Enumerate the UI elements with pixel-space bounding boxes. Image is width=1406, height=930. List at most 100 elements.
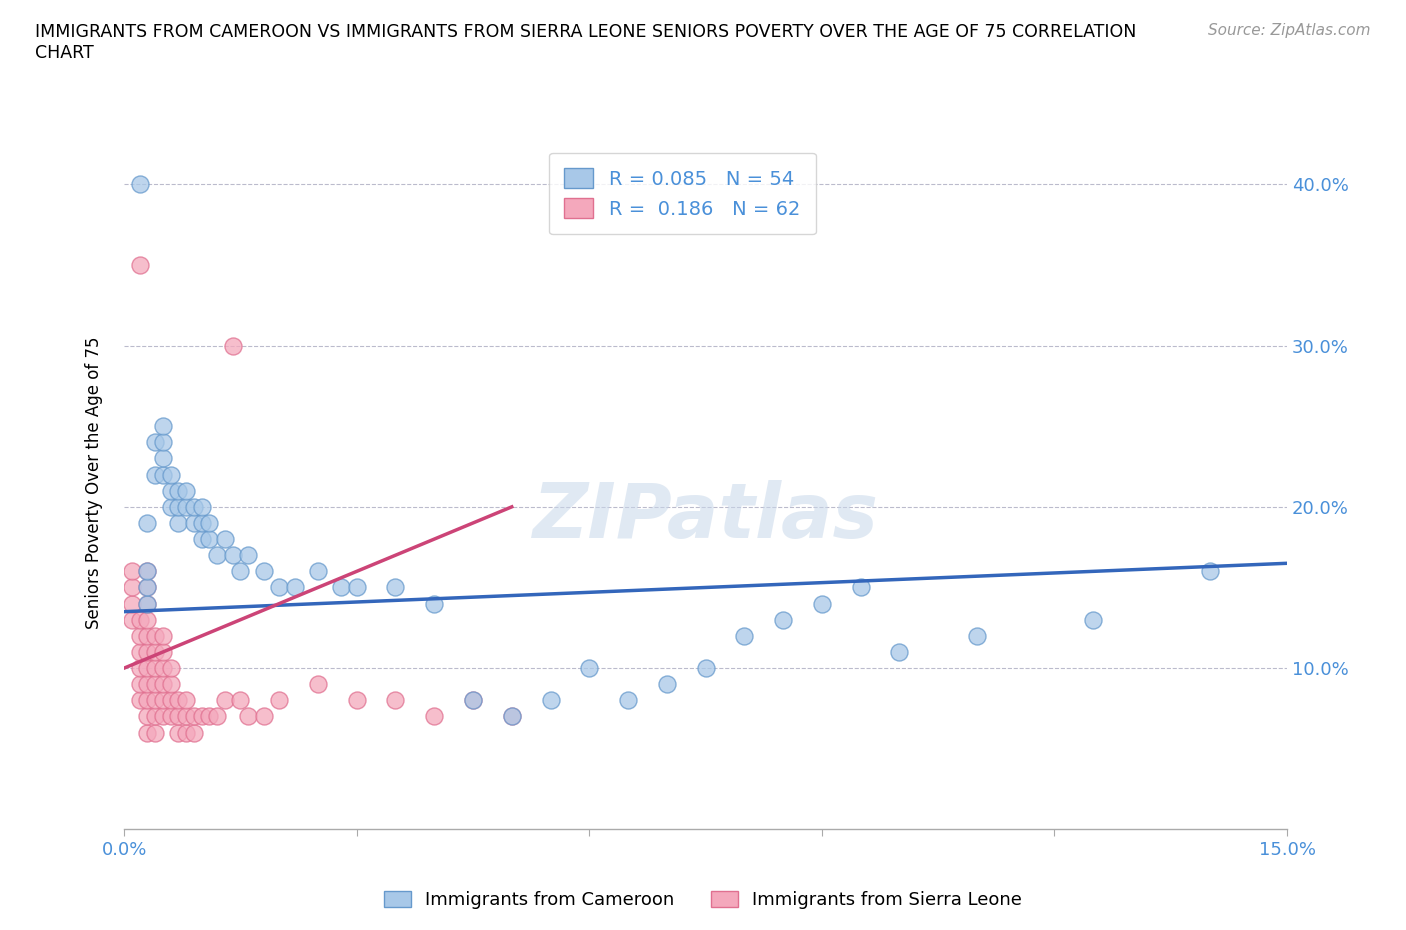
Point [136, 596, 159, 611]
Point [159, 499, 181, 514]
Point [152, 629, 174, 644]
Point [190, 532, 212, 547]
Point [143, 725, 166, 740]
Point [284, 580, 307, 595]
Point [190, 515, 212, 530]
Point [307, 564, 329, 578]
Point [221, 339, 243, 353]
Point [205, 548, 228, 563]
Point [121, 564, 143, 578]
Point [136, 515, 159, 530]
Point [121, 580, 143, 595]
Point [617, 693, 640, 708]
Point [143, 435, 166, 450]
Point [384, 693, 406, 708]
Point [167, 725, 190, 740]
Point [198, 532, 221, 547]
Point [143, 660, 166, 675]
Point [238, 709, 260, 724]
Point [143, 709, 166, 724]
Point [159, 693, 181, 708]
Point [159, 660, 181, 675]
Point [198, 515, 221, 530]
Point [136, 596, 159, 611]
Point [152, 644, 174, 659]
Y-axis label: Seniors Poverty Over the Age of 75: Seniors Poverty Over the Age of 75 [86, 337, 103, 629]
Point [183, 709, 205, 724]
Point [190, 499, 212, 514]
Point [136, 644, 159, 659]
Point [849, 580, 872, 595]
Point [174, 725, 197, 740]
Point [136, 612, 159, 627]
Point [183, 725, 205, 740]
Point [143, 467, 166, 482]
Point [253, 709, 276, 724]
Point [578, 660, 600, 675]
Point [811, 596, 834, 611]
Point [143, 677, 166, 692]
Point [221, 548, 243, 563]
Point [655, 677, 678, 692]
Point [159, 467, 181, 482]
Point [253, 564, 276, 578]
Point [269, 693, 291, 708]
Point [198, 709, 221, 724]
Point [136, 564, 159, 578]
Point [307, 677, 329, 692]
Point [346, 580, 368, 595]
Point [128, 693, 150, 708]
Point [501, 709, 523, 724]
Point [136, 660, 159, 675]
Point [143, 629, 166, 644]
Point [143, 644, 166, 659]
Point [461, 693, 484, 708]
Text: Source: ZipAtlas.com: Source: ZipAtlas.com [1208, 23, 1371, 38]
Point [695, 660, 717, 675]
Point [889, 644, 911, 659]
Text: ZIPatlas: ZIPatlas [533, 480, 879, 554]
Point [128, 660, 150, 675]
Point [205, 709, 228, 724]
Point [183, 515, 205, 530]
Point [121, 596, 143, 611]
Point [136, 564, 159, 578]
Point [229, 693, 252, 708]
Point [229, 564, 252, 578]
Point [152, 709, 174, 724]
Point [167, 499, 190, 514]
Point [214, 693, 236, 708]
Point [966, 629, 988, 644]
Point [136, 580, 159, 595]
Text: IMMIGRANTS FROM CAMEROON VS IMMIGRANTS FROM SIERRA LEONE SENIORS POVERTY OVER TH: IMMIGRANTS FROM CAMEROON VS IMMIGRANTS F… [35, 23, 1136, 62]
Point [174, 484, 197, 498]
Point [733, 629, 755, 644]
Point [136, 677, 159, 692]
Point [167, 484, 190, 498]
Point [128, 612, 150, 627]
Point [152, 693, 174, 708]
Point [190, 709, 212, 724]
Point [346, 693, 368, 708]
Point [423, 596, 446, 611]
Point [183, 499, 205, 514]
Point [384, 580, 406, 595]
Point [423, 709, 446, 724]
Point [1083, 612, 1105, 627]
Point [159, 709, 181, 724]
Point [152, 467, 174, 482]
Point [330, 580, 353, 595]
Point [461, 693, 484, 708]
Point [238, 548, 260, 563]
Point [128, 677, 150, 692]
Point [128, 629, 150, 644]
Point [136, 580, 159, 595]
Point [167, 693, 190, 708]
Point [128, 177, 150, 192]
Point [128, 644, 150, 659]
Point [152, 677, 174, 692]
Point [152, 435, 174, 450]
Point [136, 725, 159, 740]
Point [501, 709, 523, 724]
Legend: Immigrants from Cameroon, Immigrants from Sierra Leone: Immigrants from Cameroon, Immigrants fro… [377, 884, 1029, 916]
